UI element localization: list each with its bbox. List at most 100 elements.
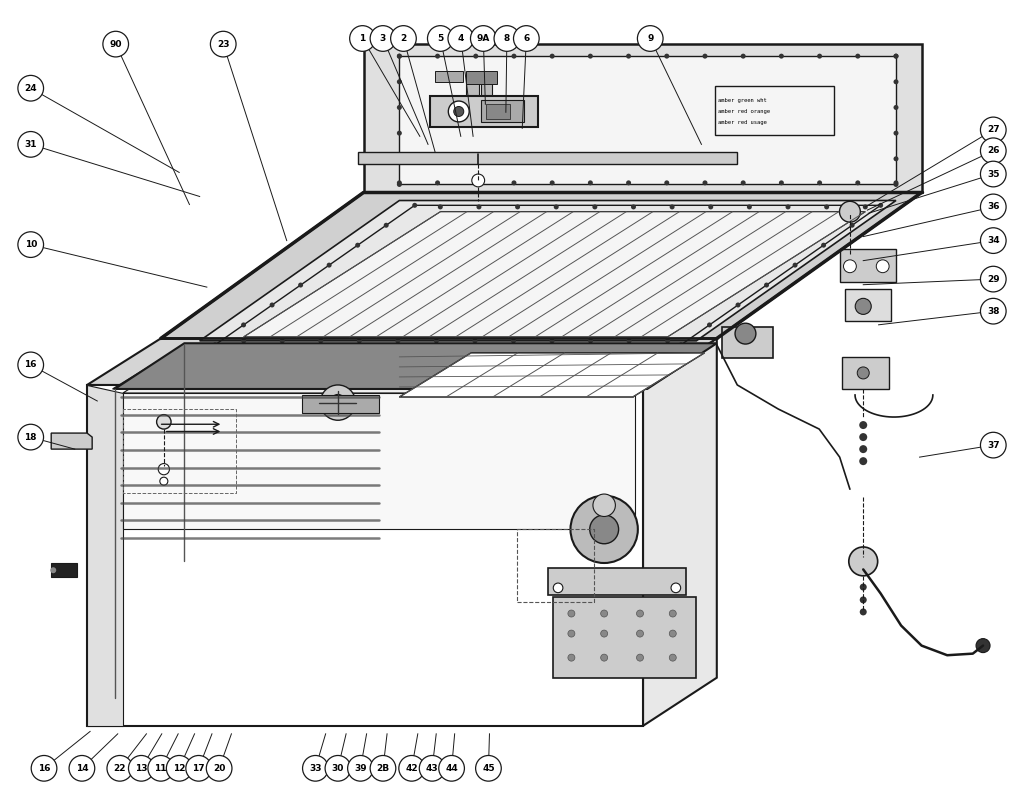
- Circle shape: [397, 156, 401, 161]
- Circle shape: [821, 243, 826, 248]
- Circle shape: [588, 54, 593, 59]
- Circle shape: [17, 424, 44, 450]
- Circle shape: [69, 755, 95, 781]
- Circle shape: [746, 205, 752, 209]
- Circle shape: [419, 755, 445, 781]
- Text: 24: 24: [25, 83, 37, 93]
- Circle shape: [855, 180, 860, 185]
- Polygon shape: [87, 385, 643, 726]
- Bar: [722, 327, 773, 358]
- Circle shape: [666, 338, 670, 343]
- Circle shape: [106, 755, 133, 781]
- Circle shape: [327, 262, 332, 268]
- Polygon shape: [399, 353, 705, 397]
- Bar: [840, 249, 896, 282]
- Bar: [481, 72, 492, 95]
- Text: 3: 3: [380, 34, 386, 43]
- Circle shape: [894, 180, 898, 185]
- Circle shape: [665, 180, 670, 185]
- Circle shape: [398, 755, 425, 781]
- Circle shape: [280, 338, 285, 343]
- Circle shape: [980, 117, 1007, 143]
- Text: 9: 9: [647, 34, 653, 43]
- Circle shape: [735, 323, 756, 344]
- Circle shape: [356, 338, 361, 343]
- Text: 45: 45: [482, 764, 495, 773]
- Bar: [715, 86, 834, 135]
- Text: 17: 17: [193, 764, 205, 773]
- Circle shape: [590, 515, 618, 544]
- Circle shape: [894, 79, 898, 84]
- Circle shape: [779, 180, 784, 185]
- Circle shape: [671, 583, 681, 593]
- Circle shape: [347, 755, 374, 781]
- Text: 9A: 9A: [476, 34, 490, 43]
- Circle shape: [50, 567, 56, 573]
- Circle shape: [325, 755, 351, 781]
- Circle shape: [863, 205, 867, 209]
- Text: 37: 37: [987, 440, 999, 450]
- Text: 90: 90: [110, 39, 122, 49]
- Text: 23: 23: [217, 39, 229, 49]
- Polygon shape: [115, 343, 717, 389]
- Circle shape: [859, 421, 867, 429]
- Circle shape: [637, 654, 643, 661]
- Circle shape: [413, 203, 417, 208]
- Circle shape: [670, 205, 675, 209]
- Circle shape: [449, 101, 469, 122]
- Circle shape: [185, 755, 212, 781]
- Text: 35: 35: [987, 169, 999, 179]
- Circle shape: [879, 203, 883, 208]
- Circle shape: [318, 338, 324, 343]
- Text: 42: 42: [406, 764, 418, 773]
- Circle shape: [626, 54, 631, 59]
- Circle shape: [553, 583, 563, 593]
- Circle shape: [397, 105, 401, 110]
- Polygon shape: [430, 96, 538, 127]
- Circle shape: [395, 338, 400, 343]
- Circle shape: [702, 180, 708, 185]
- Polygon shape: [51, 433, 92, 449]
- Circle shape: [384, 223, 389, 228]
- Circle shape: [894, 182, 898, 187]
- Polygon shape: [553, 597, 696, 678]
- Text: 34: 34: [987, 236, 999, 245]
- Circle shape: [877, 260, 889, 273]
- Circle shape: [17, 132, 44, 157]
- Circle shape: [670, 654, 676, 661]
- Bar: [466, 72, 479, 95]
- Circle shape: [740, 54, 745, 59]
- Circle shape: [511, 180, 516, 185]
- Circle shape: [855, 298, 871, 314]
- Circle shape: [980, 161, 1007, 187]
- Circle shape: [147, 755, 174, 781]
- Circle shape: [370, 755, 396, 781]
- Circle shape: [550, 180, 555, 185]
- Circle shape: [637, 610, 643, 617]
- Circle shape: [785, 205, 791, 209]
- Circle shape: [844, 260, 856, 273]
- Circle shape: [321, 385, 355, 420]
- Circle shape: [370, 26, 396, 51]
- Circle shape: [554, 205, 559, 209]
- Circle shape: [435, 54, 440, 59]
- Text: 4: 4: [458, 34, 464, 43]
- Text: 29: 29: [987, 274, 999, 284]
- Circle shape: [855, 54, 860, 59]
- Circle shape: [568, 610, 574, 617]
- Text: 39: 39: [354, 764, 367, 773]
- Text: 31: 31: [25, 140, 37, 149]
- Circle shape: [860, 609, 866, 615]
- Circle shape: [102, 31, 129, 57]
- Circle shape: [447, 26, 474, 51]
- Circle shape: [476, 205, 481, 209]
- Circle shape: [894, 131, 898, 136]
- Text: 16: 16: [38, 764, 50, 773]
- Circle shape: [427, 26, 454, 51]
- Bar: [466, 71, 497, 84]
- Circle shape: [438, 205, 442, 209]
- Circle shape: [665, 54, 670, 59]
- Text: amber red usage: amber red usage: [718, 120, 767, 125]
- Circle shape: [213, 342, 217, 347]
- Polygon shape: [161, 192, 922, 338]
